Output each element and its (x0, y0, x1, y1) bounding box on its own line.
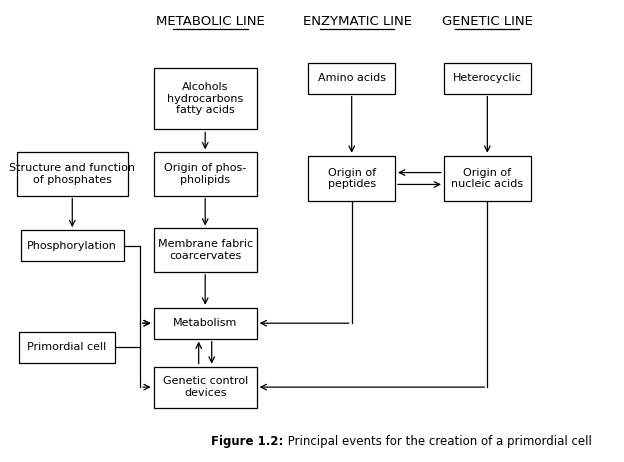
Text: GENETIC LINE: GENETIC LINE (442, 15, 533, 28)
Bar (154, 68, 256, 129)
Text: ENZYMATIC LINE: ENZYMATIC LINE (303, 15, 412, 28)
Text: Phosphorylation: Phosphorylation (27, 241, 117, 250)
Text: Membrane fabric
coarcervates: Membrane fabric coarcervates (158, 239, 253, 261)
Bar (154, 366, 256, 407)
Text: Origin of
peptides: Origin of peptides (328, 168, 376, 189)
Text: Metabolism: Metabolism (173, 318, 237, 328)
Text: Primordial cell: Primordial cell (27, 342, 107, 353)
Text: Heterocyclic: Heterocyclic (453, 73, 522, 83)
Bar (444, 156, 531, 201)
Text: Figure 1.2:: Figure 1.2: (212, 435, 284, 449)
Bar (154, 308, 256, 339)
Text: Origin of phos-
pholipids: Origin of phos- pholipids (164, 163, 246, 185)
Text: Origin of
nucleic acids: Origin of nucleic acids (451, 168, 524, 189)
Text: Alcohols
hydrocarbons
fatty acids: Alcohols hydrocarbons fatty acids (167, 82, 243, 115)
Text: Principal events for the creation of a primordial cell: Principal events for the creation of a p… (284, 435, 592, 449)
Bar (154, 229, 256, 272)
Bar (17, 152, 128, 195)
Text: Amino acids: Amino acids (318, 73, 386, 83)
Text: Genetic control
devices: Genetic control devices (163, 377, 248, 398)
Bar (308, 62, 395, 94)
Bar (19, 332, 115, 363)
Bar (154, 152, 256, 195)
Bar (308, 156, 395, 201)
Bar (444, 62, 531, 94)
Bar (21, 230, 124, 261)
Text: METABOLIC LINE: METABOLIC LINE (156, 15, 265, 28)
Text: Structure and function
of phosphates: Structure and function of phosphates (9, 163, 135, 185)
